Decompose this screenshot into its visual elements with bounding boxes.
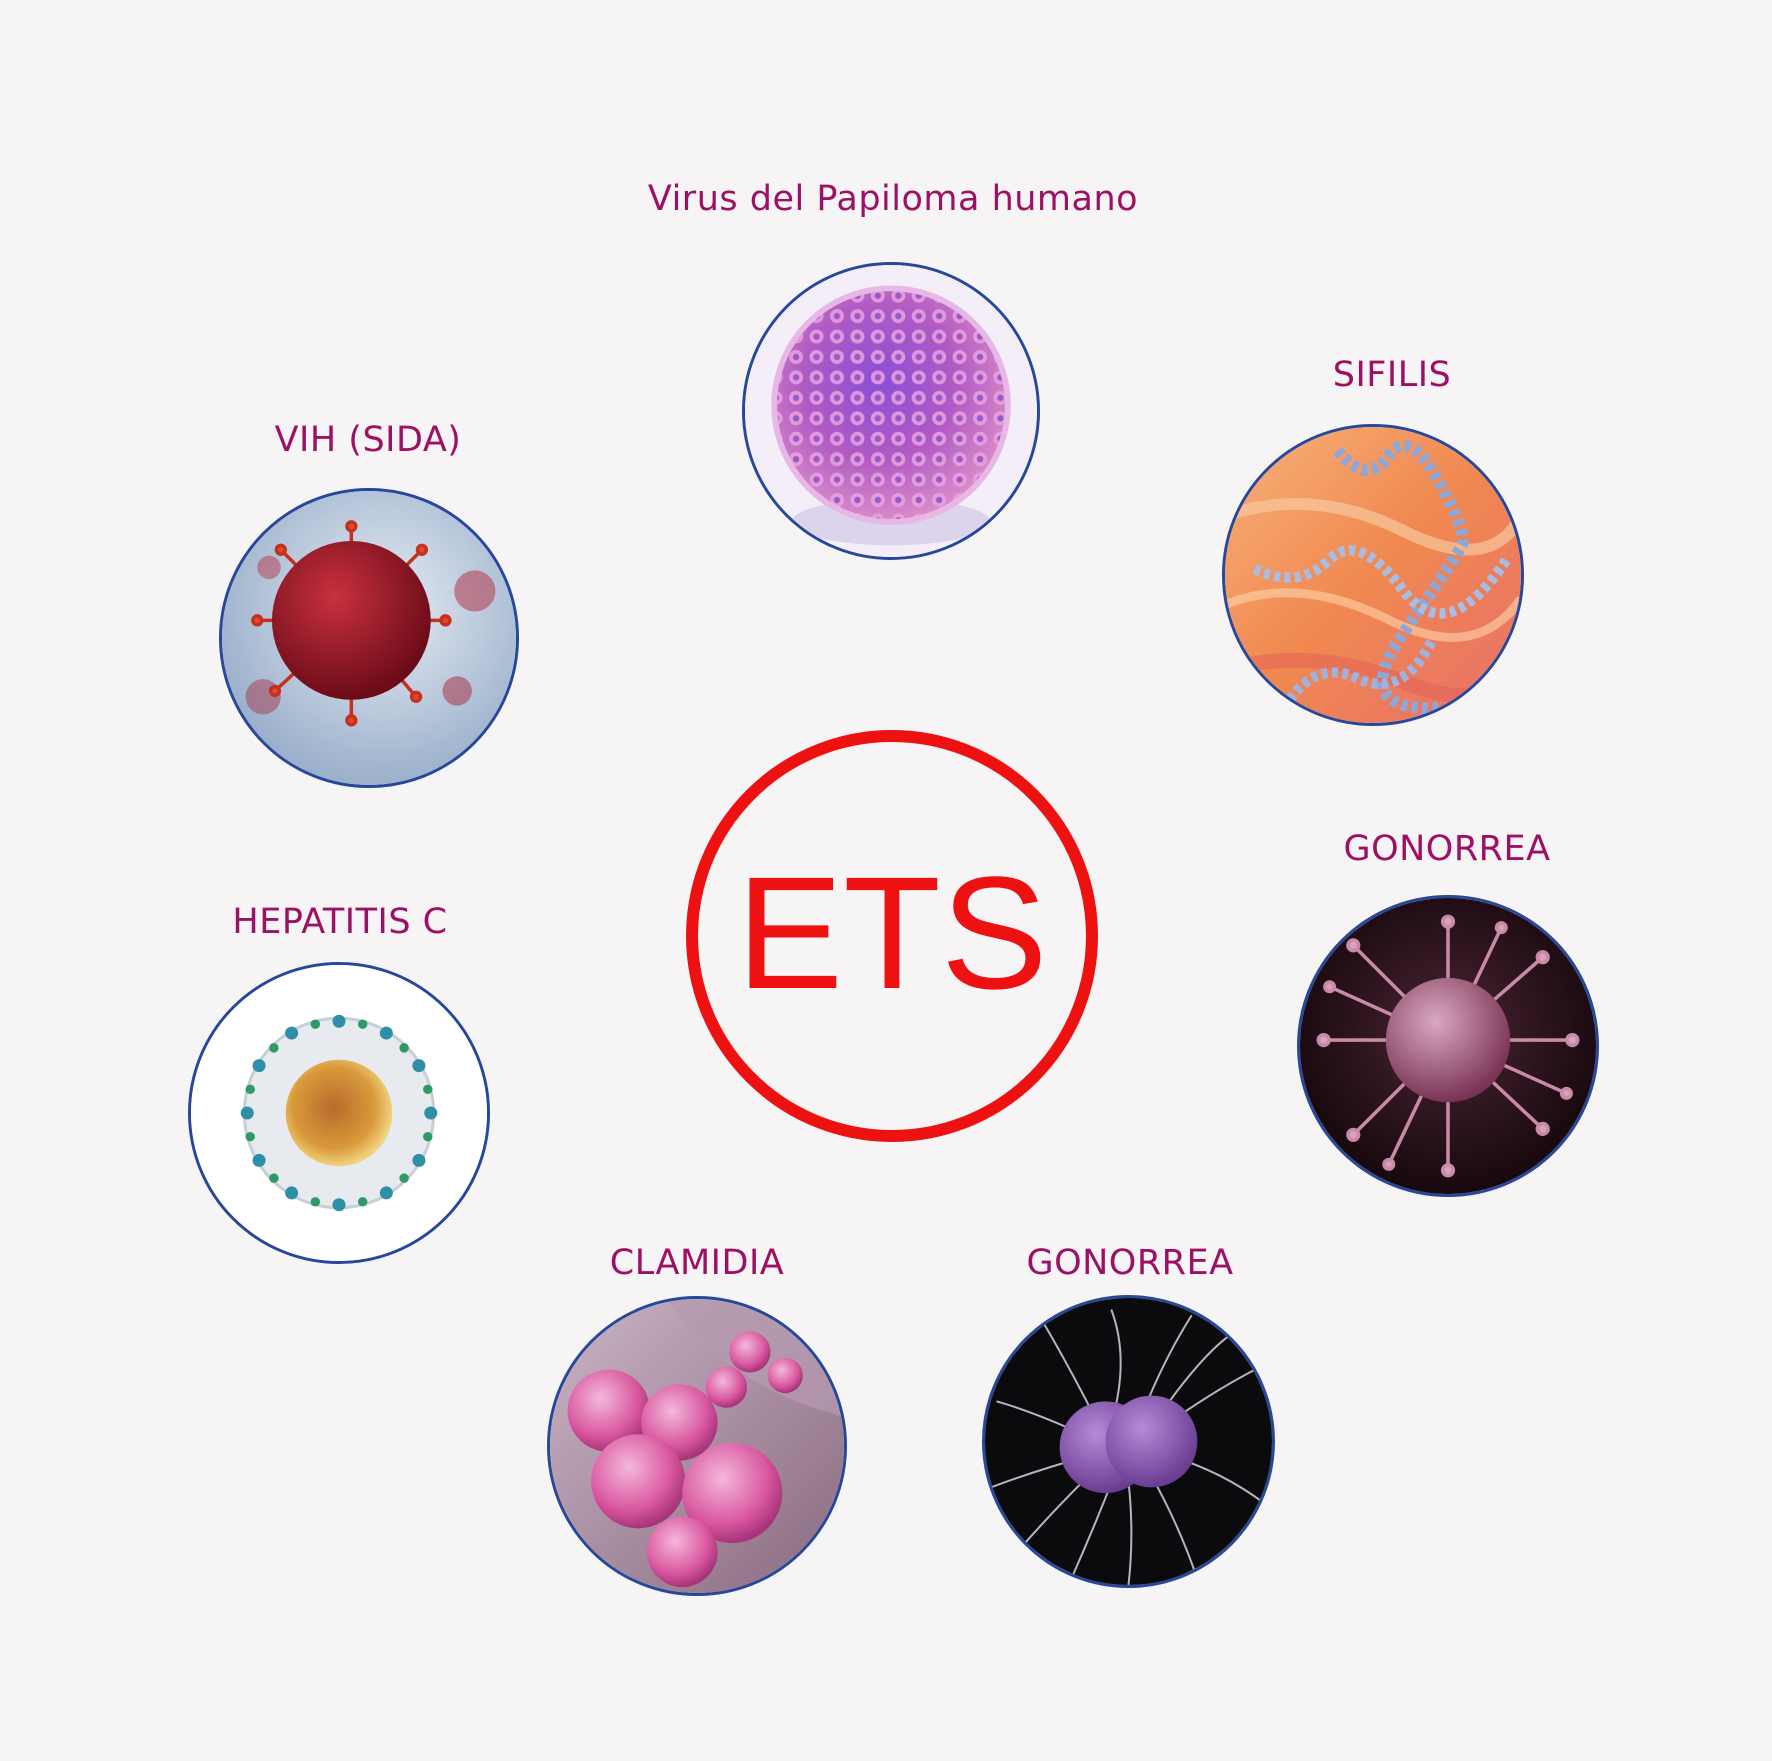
spirochete-image	[1222, 424, 1524, 726]
label-gonorrea-2: GONORREA	[1026, 1243, 1234, 1283]
label-sifilis: SIFILIS	[1332, 355, 1452, 395]
label-gonorrea-1: GONORREA	[1343, 829, 1551, 869]
label-vih: VIH (SIDA)	[274, 420, 462, 460]
label-clamidia: CLAMIDIA	[609, 1243, 785, 1283]
ets-center-label: ETS	[736, 843, 1048, 1022]
spiky-virus-image	[1297, 895, 1599, 1197]
hepatitis-virus-image	[188, 962, 490, 1264]
papilloma-virus-image	[742, 262, 1040, 560]
label-vph: Virus del Papiloma humano	[647, 179, 1139, 219]
diplococcus-image	[982, 1295, 1275, 1588]
ets-center-ring: ETS	[686, 730, 1098, 1142]
hiv-virus-image	[219, 488, 519, 788]
label-hepatitis: HEPATITIS C	[232, 902, 448, 942]
chlamydia-cells-image	[547, 1296, 847, 1596]
